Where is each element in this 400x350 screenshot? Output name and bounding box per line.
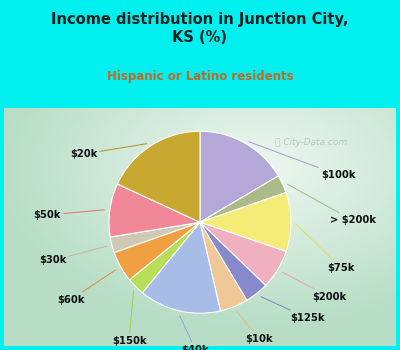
Wedge shape bbox=[130, 222, 200, 293]
Wedge shape bbox=[200, 222, 247, 311]
Text: $10k: $10k bbox=[237, 312, 273, 344]
Wedge shape bbox=[118, 131, 200, 222]
Text: $30k: $30k bbox=[39, 246, 106, 265]
Text: $100k: $100k bbox=[249, 142, 356, 180]
Text: ⌕ City-Data.com: ⌕ City-Data.com bbox=[275, 138, 347, 147]
Wedge shape bbox=[200, 131, 278, 222]
Text: $20k: $20k bbox=[70, 144, 147, 159]
Text: $75k: $75k bbox=[296, 224, 355, 273]
Wedge shape bbox=[142, 222, 220, 313]
Text: $150k: $150k bbox=[112, 291, 146, 345]
Wedge shape bbox=[200, 193, 291, 251]
Text: $40k: $40k bbox=[180, 316, 209, 350]
Text: $200k: $200k bbox=[282, 272, 346, 302]
Wedge shape bbox=[200, 176, 286, 222]
Text: $50k: $50k bbox=[33, 210, 104, 220]
Text: Hispanic or Latino residents: Hispanic or Latino residents bbox=[107, 70, 293, 83]
Wedge shape bbox=[114, 222, 200, 280]
Text: > $200k: > $200k bbox=[288, 184, 376, 225]
Wedge shape bbox=[200, 222, 266, 300]
Wedge shape bbox=[110, 222, 200, 253]
Wedge shape bbox=[109, 184, 200, 237]
Text: Income distribution in Junction City,
KS (%): Income distribution in Junction City, KS… bbox=[51, 12, 349, 45]
Text: $125k: $125k bbox=[261, 297, 325, 323]
Wedge shape bbox=[200, 222, 286, 285]
Text: $60k: $60k bbox=[57, 270, 116, 304]
